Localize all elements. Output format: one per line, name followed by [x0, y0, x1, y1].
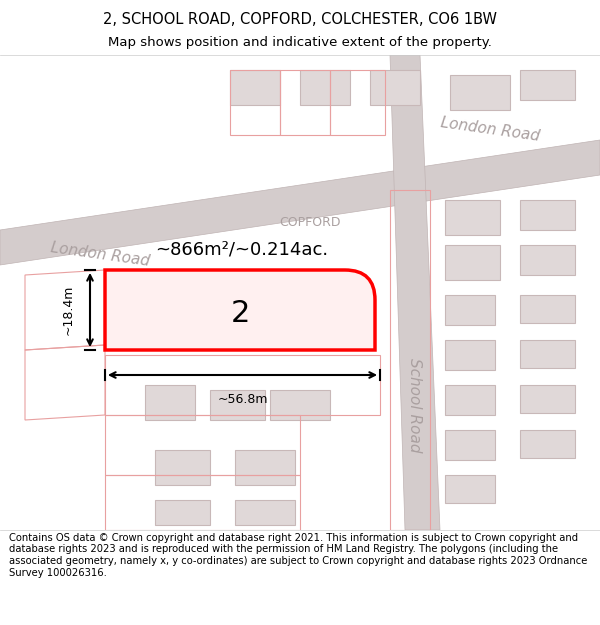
Bar [520, 430, 575, 458]
Bar [520, 200, 575, 230]
Bar [520, 245, 575, 275]
Bar [155, 500, 210, 525]
Bar [230, 70, 280, 105]
Text: Contains OS data © Crown copyright and database right 2021. This information is : Contains OS data © Crown copyright and d… [9, 533, 587, 578]
Bar [370, 70, 420, 105]
Text: COPFORD: COPFORD [279, 216, 341, 229]
Bar [445, 245, 500, 280]
Text: London Road: London Road [49, 241, 151, 269]
Bar [155, 450, 210, 485]
PathPatch shape [105, 270, 375, 350]
Bar [145, 385, 195, 420]
Bar [130, 285, 165, 313]
Bar [210, 390, 265, 420]
Bar [520, 340, 575, 368]
Bar [445, 200, 500, 235]
Bar [445, 430, 495, 460]
Polygon shape [0, 140, 600, 265]
Bar [445, 340, 495, 370]
Bar [445, 385, 495, 415]
Bar [235, 500, 295, 525]
Polygon shape [390, 55, 440, 530]
Bar [520, 295, 575, 323]
Bar [450, 75, 510, 110]
Bar [300, 70, 350, 105]
Bar [235, 450, 295, 485]
Text: London Road: London Road [439, 116, 541, 144]
Bar [445, 475, 495, 503]
Bar [520, 385, 575, 413]
Bar [270, 390, 330, 420]
Text: ~866m²/~0.214ac.: ~866m²/~0.214ac. [155, 241, 329, 259]
Bar [445, 295, 495, 325]
Text: School Road: School Road [407, 357, 422, 452]
Text: ~56.8m: ~56.8m [217, 393, 268, 406]
Text: ~18.4m: ~18.4m [62, 285, 74, 335]
Text: Map shows position and indicative extent of the property.: Map shows position and indicative extent… [108, 36, 492, 49]
Bar [520, 70, 575, 100]
Text: 2: 2 [230, 299, 250, 328]
Text: 2, SCHOOL ROAD, COPFORD, COLCHESTER, CO6 1BW: 2, SCHOOL ROAD, COPFORD, COLCHESTER, CO6… [103, 12, 497, 27]
Bar [310, 280, 348, 308]
